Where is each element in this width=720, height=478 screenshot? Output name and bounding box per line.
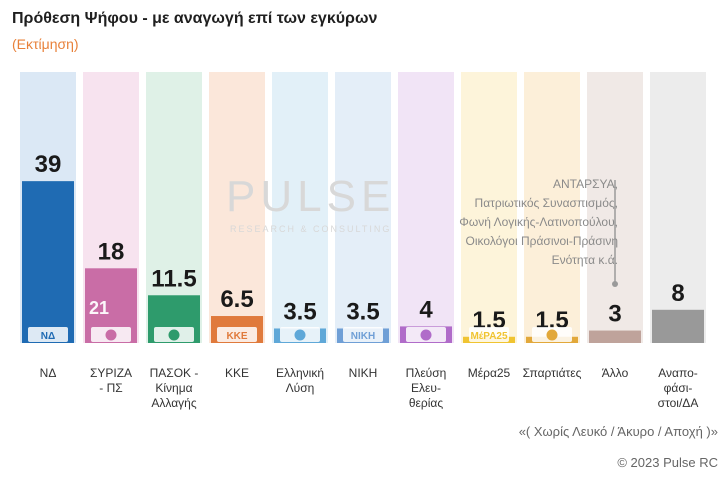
bar-value-label: 11.5 <box>151 265 196 292</box>
bar-background <box>335 72 391 343</box>
niki-logo <box>343 327 383 342</box>
nd-logo <box>28 327 68 342</box>
bar-value-label: 3.5 <box>283 298 316 325</box>
bar-value-label: 6.5 <box>220 286 253 313</box>
annotation-line: Ενότητα κ.ά. <box>551 253 618 267</box>
bar-value-label: 8 <box>671 280 684 307</box>
logo-mark <box>546 329 558 341</box>
category-label: στοι/ΔΑ <box>658 396 699 410</box>
bar-value-label: 39 <box>35 151 62 178</box>
footnote: «( Χωρίς Λευκό / Άκυρο / Αποχή )» <box>518 424 718 439</box>
category-label: ΚΚΕ <box>225 366 249 380</box>
annotation-line: ΑΝΤΑΡΣΥΑ, <box>553 177 618 191</box>
chart-title: Πρόθεση Ψήφου - με αναγωγή επί των εγκύρ… <box>12 10 378 27</box>
kke-logo <box>217 327 257 342</box>
bar-background <box>209 72 265 343</box>
logo-mark <box>420 329 432 341</box>
bar-value-label: 3 <box>608 301 621 328</box>
annotation-pointer-dot <box>612 281 618 287</box>
logo-mark <box>294 329 306 341</box>
logo-text: ΝΙΚΗ <box>351 331 375 342</box>
category-label: Άλλο <box>602 366 629 380</box>
bar <box>589 330 641 343</box>
bar-value-label: 4 <box>419 296 433 323</box>
secondary-value-label: 21 <box>89 298 109 318</box>
bar-value-label: 18 <box>98 238 125 265</box>
watermark-tagline: RESEARCH & CONSULTING <box>230 224 392 234</box>
category-label: θερίας <box>409 396 443 410</box>
bar-background <box>650 72 706 343</box>
category-label: - ΠΣ <box>99 381 122 395</box>
other-parties-annotation: ΑΝΤΑΡΣΥΑ, Πατριωτικός Συνασπισμός, Φωνή … <box>459 175 618 270</box>
annotation-line: Πατριωτικός Συνασπισμός, <box>474 196 618 210</box>
logo-mark <box>105 329 117 341</box>
category-label: ΠΑΣΟΚ - <box>150 366 199 380</box>
category-label: Ελευ- <box>411 381 441 395</box>
logo-text: ΜέΡΑ25 <box>470 331 508 342</box>
category-label: Αλλαγής <box>151 396 196 410</box>
annotation-line: Φωνή Λογικής-Λατινοπούλου, <box>459 215 618 229</box>
category-label: Σπαρτιάτες <box>523 366 582 380</box>
watermark-brand: PULSE <box>226 172 396 221</box>
category-label: Πλεύση <box>406 366 447 380</box>
bar-value-label: 3.5 <box>346 298 379 325</box>
bar-background <box>461 72 517 343</box>
category-label: Αναπο- <box>658 366 698 380</box>
bar <box>652 309 704 343</box>
logo-mark <box>168 329 180 341</box>
annotation-line: Οικολόγοι Πράσινοι-Πράσινη <box>465 234 618 248</box>
logo-text: ΝΔ <box>41 331 55 342</box>
category-label: Ελληνική <box>276 366 324 380</box>
chart-subtitle: (Εκτίμηση) <box>12 36 79 52</box>
bar-background <box>524 72 580 343</box>
category-label: ΣΥΡΙΖΑ <box>90 366 132 380</box>
category-label: Μέρα25 <box>468 366 511 380</box>
category-label: Λύση <box>286 381 315 395</box>
category-label: ΝΔ <box>40 366 57 380</box>
category-label: φάσι- <box>664 381 693 395</box>
bar <box>22 181 74 343</box>
copyright: © 2023 Pulse RC <box>617 455 718 470</box>
logo-text: ΚΚΕ <box>226 331 247 342</box>
mera25-logo <box>469 327 509 342</box>
category-label: ΝΙΚΗ <box>349 366 378 380</box>
bar-background <box>398 72 454 343</box>
category-label: Κίνημα <box>155 381 192 395</box>
bar-background <box>272 72 328 343</box>
